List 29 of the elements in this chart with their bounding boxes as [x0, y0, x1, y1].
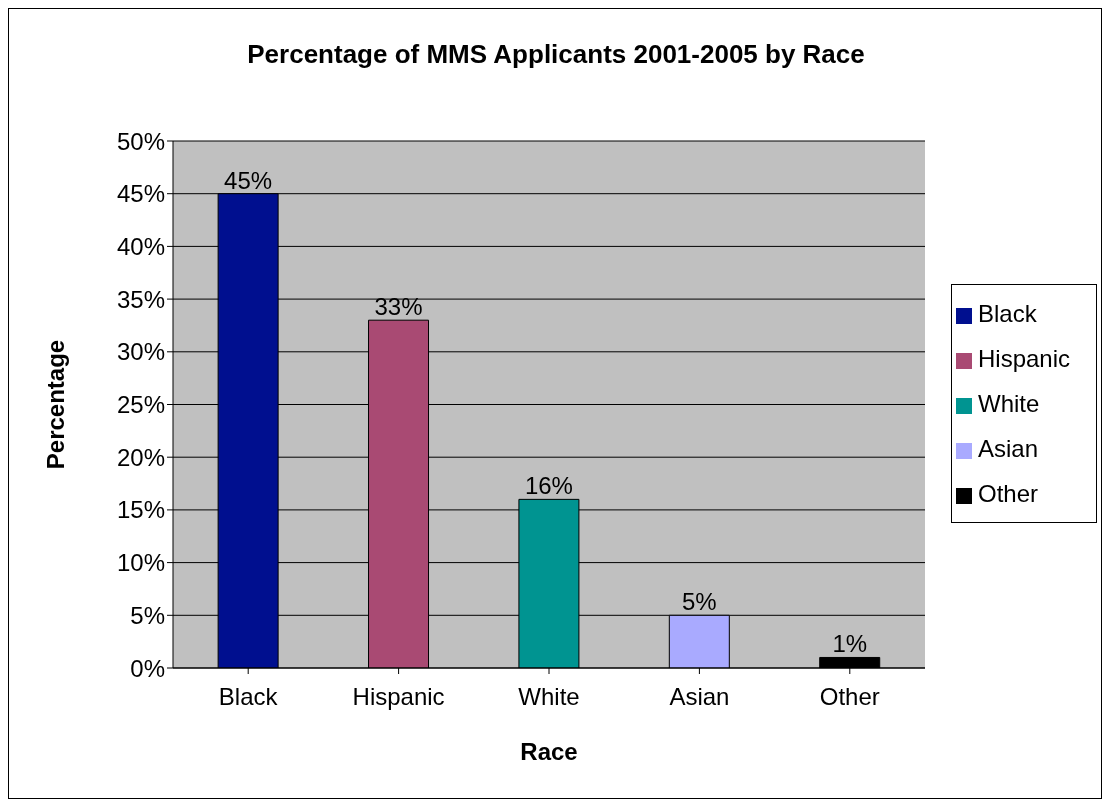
x-tick-label: Other: [819, 683, 880, 711]
legend-label: Other: [978, 480, 1039, 507]
data-label: 33%: [374, 293, 423, 321]
y-tick-label: 20%: [116, 443, 165, 471]
x-axis-title: Race: [520, 738, 578, 765]
data-label: 16%: [524, 472, 573, 500]
x-tick-label: Asian: [669, 683, 730, 711]
y-axis-title: Percentage: [41, 339, 69, 470]
y-tick-label: 45%: [116, 180, 165, 208]
chart-title: Percentage of MMS Applicants 2001-2005 by Race: [246, 39, 866, 70]
y-tick-label: 15%: [116, 496, 165, 524]
legend-label: Black: [978, 300, 1037, 327]
x-tick-label: Hispanic: [352, 683, 445, 711]
y-tick-label: 35%: [116, 285, 165, 313]
data-label: 1%: [832, 630, 868, 658]
legend-label: Hispanic: [978, 345, 1071, 372]
y-tick-label: 5%: [130, 601, 165, 629]
y-tick-label: 40%: [116, 232, 165, 260]
y-tick-label: 10%: [116, 549, 165, 577]
legend-label: Asian: [978, 435, 1039, 462]
y-tick-label: 50%: [116, 127, 165, 155]
y-tick-label: 0%: [130, 654, 165, 682]
y-tick-label: 30%: [116, 338, 165, 366]
x-tick-label: White: [518, 683, 580, 711]
x-tick-label: Black: [218, 683, 279, 711]
legend-label: White: [978, 390, 1040, 417]
data-label: 5%: [681, 588, 717, 616]
data-label: 45%: [224, 166, 273, 194]
y-tick-label: 25%: [116, 391, 165, 419]
